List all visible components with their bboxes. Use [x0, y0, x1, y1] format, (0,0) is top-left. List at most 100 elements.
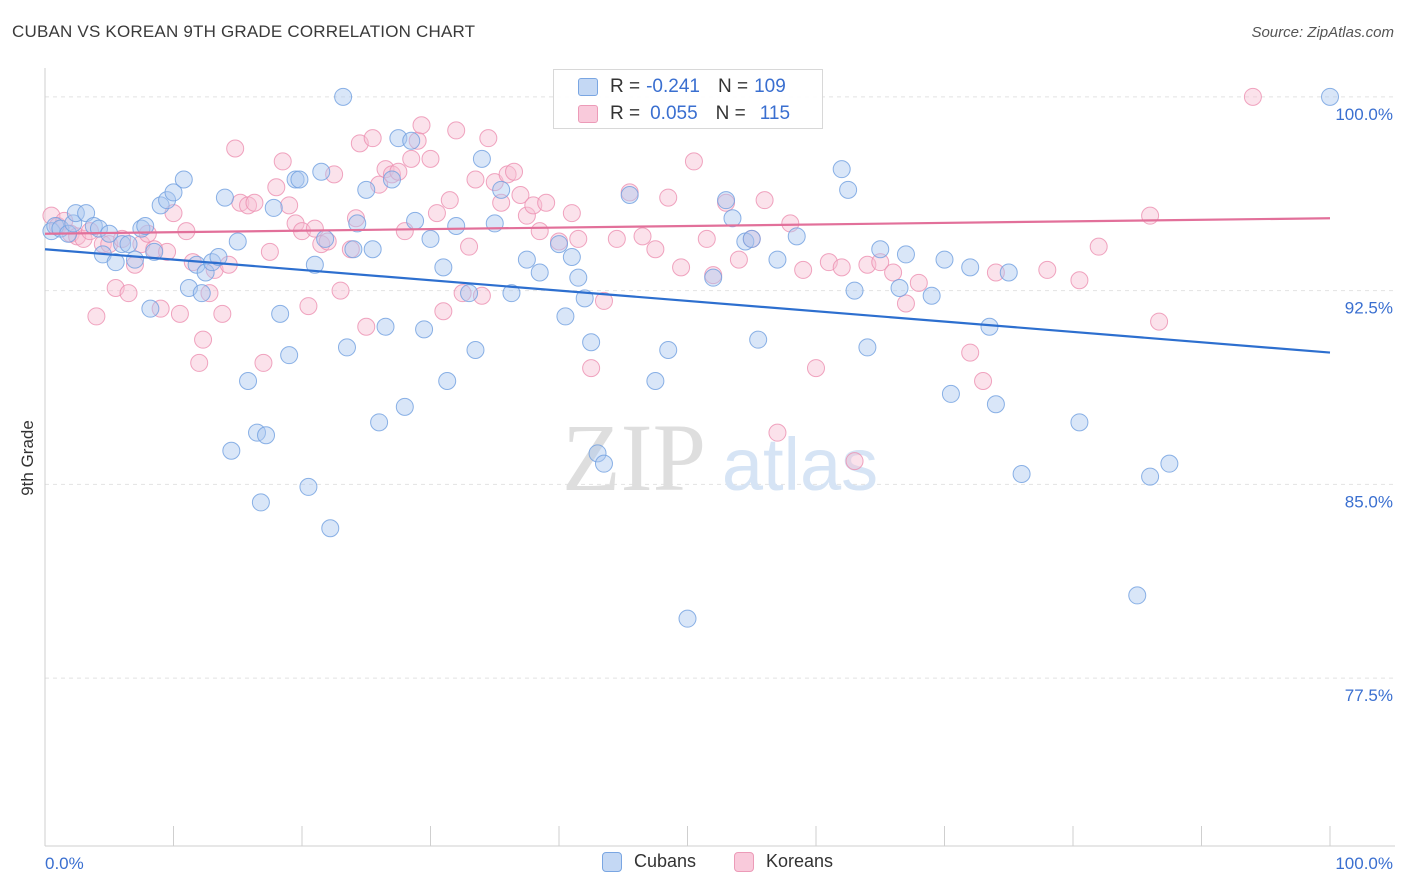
legend-item-cubans[interactable]: Cubans: [602, 851, 696, 872]
cuban-point: [357, 180, 376, 199]
korean-point: [363, 129, 382, 148]
y-tick-label: 92.5%: [1345, 299, 1393, 318]
korean-point: [505, 162, 524, 181]
korean-point: [119, 284, 138, 303]
korean-point: [974, 372, 993, 390]
cuban-point: [376, 317, 395, 336]
korean-point: [273, 152, 292, 171]
korean-point: [909, 273, 928, 292]
cuban-point: [999, 263, 1018, 282]
cuban-point: [896, 245, 915, 264]
korean-point: [807, 359, 825, 378]
cuban-point: [466, 341, 485, 359]
cuban-point: [1141, 467, 1160, 486]
cuban-point: [334, 87, 353, 106]
cuban-point: [402, 131, 421, 150]
koreans-trend-line: [44, 217, 1331, 235]
korean-point: [961, 343, 980, 362]
cuban-point: [890, 279, 909, 297]
cuban-point: [986, 395, 1005, 414]
cuban-point: [742, 229, 761, 248]
cuban-point: [472, 149, 491, 168]
cuban-point: [678, 609, 697, 628]
cuban-point: [363, 240, 382, 259]
korean-point: [466, 170, 485, 189]
koreans-points: [42, 87, 1262, 471]
cuban-point: [382, 170, 401, 189]
korean-point: [434, 302, 453, 321]
cuban-point: [174, 170, 193, 189]
watermark-zip: ZIP: [562, 404, 706, 511]
korean-point: [755, 191, 774, 210]
korean-point: [151, 299, 170, 318]
cuban-point: [941, 384, 960, 403]
cuban-point: [620, 186, 639, 204]
legend-item-koreans[interactable]: Koreans: [734, 851, 833, 872]
cuban-point: [768, 250, 787, 269]
cuban-point: [704, 268, 723, 287]
korean-point: [245, 193, 264, 212]
korean-point: [646, 240, 665, 259]
cuban-point: [961, 258, 980, 277]
y-tick-label: 77.5%: [1345, 686, 1393, 705]
cuban-point: [922, 286, 941, 305]
cuban-point: [222, 441, 241, 460]
korean-point: [357, 317, 376, 336]
korean-point: [318, 232, 337, 251]
cuban-point: [305, 255, 324, 274]
korean-point: [412, 116, 431, 135]
korean-point: [1150, 312, 1169, 331]
cuban-point: [192, 284, 211, 303]
koreans-swatch: [578, 105, 598, 123]
cuban-point: [460, 284, 479, 303]
source-label: Source: ZipAtlas.com: [1251, 24, 1394, 41]
legend-label-koreans: Koreans: [766, 851, 834, 871]
korean-point: [517, 206, 536, 225]
cuban-point: [290, 170, 309, 189]
cuban-point: [415, 320, 434, 339]
cuban-point: [832, 160, 851, 179]
cuban-point: [251, 493, 270, 512]
korean-point: [768, 423, 787, 442]
cuban-point: [321, 519, 340, 538]
series-legend: Cubans Koreans: [0, 851, 1406, 877]
legend-row-cubans: R = -0.241 N = 109: [578, 74, 786, 100]
cubans-swatch: [578, 78, 598, 96]
y-tick-label: 100.0%: [1335, 105, 1393, 124]
cubans-swatch: [602, 851, 622, 872]
korean-point: [331, 281, 350, 300]
legend-row-koreans: R = 0.055 N = 115: [578, 101, 790, 127]
cuban-point: [164, 183, 183, 202]
korean-point: [200, 284, 219, 303]
korean-point: [511, 186, 530, 204]
korean-point: [697, 229, 716, 248]
cuban-point: [299, 477, 318, 496]
cuban-point: [1321, 87, 1339, 106]
cuban-point: [556, 307, 575, 326]
korean-point: [845, 452, 864, 471]
cuban-point: [125, 250, 144, 269]
correlation-legend: R = -0.241 N = 109 R = 0.055 N = 115: [553, 69, 823, 129]
korean-point: [408, 131, 427, 150]
cuban-point: [858, 338, 877, 357]
x-tick-label: 0.0%: [45, 854, 84, 873]
legend-n-label: N =: [715, 103, 746, 124]
legend-label-cubans: Cubans: [634, 851, 697, 871]
cuban-point: [517, 250, 536, 269]
korean-point: [190, 353, 209, 372]
cuban-point: [530, 263, 549, 282]
korean-point: [267, 178, 286, 197]
cuban-point: [113, 235, 132, 254]
korean-point: [832, 258, 851, 277]
cubans-points: [42, 87, 1339, 628]
cuban-point: [106, 253, 125, 272]
korean-point: [280, 196, 299, 215]
koreans-swatch: [734, 851, 754, 872]
cuban-point: [646, 372, 665, 390]
cuban-point: [209, 248, 228, 266]
cuban-point: [141, 299, 160, 318]
cuban-point: [348, 214, 367, 233]
cuban-point: [344, 240, 363, 259]
korean-point: [562, 204, 581, 223]
